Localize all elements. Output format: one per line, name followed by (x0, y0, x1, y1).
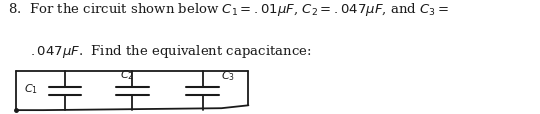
Text: $.047\mu F$.  Find the equivalent capacitance:: $.047\mu F$. Find the equivalent capacit… (30, 43, 311, 60)
Text: 8.  For the circuit shown below $C_1 = .01\mu F$, $C_2 = .047\mu F$, and $C_3 =$: 8. For the circuit shown below $C_1 = .0… (8, 1, 449, 18)
Text: $\mathit{C}_1$: $\mathit{C}_1$ (24, 82, 38, 95)
Text: $\mathit{C}_3$: $\mathit{C}_3$ (221, 69, 235, 82)
Text: $\mathit{C}_2$: $\mathit{C}_2$ (120, 68, 134, 81)
